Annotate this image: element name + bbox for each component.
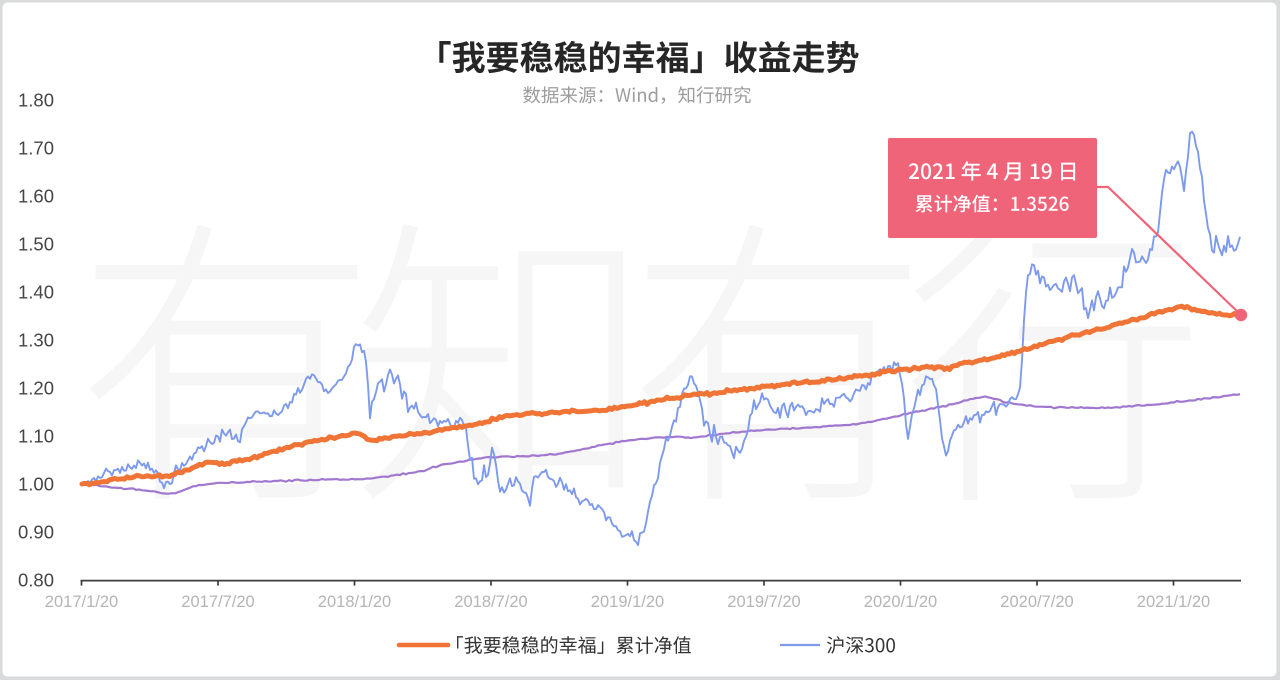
svg-text:1.60: 1.60 xyxy=(18,186,54,207)
svg-text:2017/7/20: 2017/7/20 xyxy=(181,593,254,611)
svg-text:0.90: 0.90 xyxy=(18,522,54,543)
svg-text:2018/7/20: 2018/7/20 xyxy=(454,593,527,611)
svg-text:1.10: 1.10 xyxy=(18,426,54,447)
svg-text:2017/1/20: 2017/1/20 xyxy=(45,593,118,611)
svg-text:2019/1/20: 2019/1/20 xyxy=(591,593,664,611)
svg-text:1.20: 1.20 xyxy=(18,378,54,399)
svg-text:2020/7/20: 2020/7/20 xyxy=(1000,593,1073,611)
svg-text:1.40: 1.40 xyxy=(18,282,54,303)
svg-text:1.70: 1.70 xyxy=(18,138,54,159)
svg-text:1.80: 1.80 xyxy=(18,90,54,111)
svg-text:2021/1/20: 2021/1/20 xyxy=(1137,593,1210,611)
svg-text:1.30: 1.30 xyxy=(18,330,54,351)
svg-text:2019/7/20: 2019/7/20 xyxy=(727,593,800,611)
svg-text:0.80: 0.80 xyxy=(18,570,54,591)
svg-text:1.50: 1.50 xyxy=(18,234,54,255)
svg-text:2020/1/20: 2020/1/20 xyxy=(864,593,937,611)
svg-text:2018/1/20: 2018/1/20 xyxy=(318,593,391,611)
svg-text:1.00: 1.00 xyxy=(18,474,54,495)
